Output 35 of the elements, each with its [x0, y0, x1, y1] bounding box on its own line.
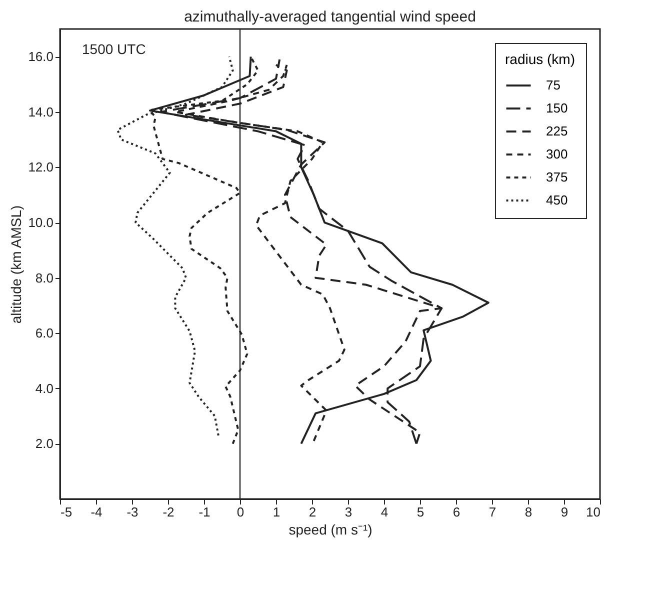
legend-label: 300	[546, 146, 568, 162]
x-tick-label: 1	[272, 504, 280, 520]
x-tick-label: -2	[162, 504, 174, 520]
x-tick-label: -1	[198, 504, 210, 520]
legend-label: 75	[546, 78, 560, 92]
x-tick-label: 3	[344, 504, 352, 520]
legend-title: radius (km)	[505, 51, 576, 67]
x-tick-label: 8	[524, 504, 532, 520]
y-tick-label: 14.0	[28, 104, 54, 120]
x-tick-label: 4	[380, 504, 388, 520]
legend-label: 225	[546, 124, 568, 138]
x-tick-label: 6	[452, 504, 460, 520]
legend-label: 150	[546, 100, 568, 116]
x-axis-title: speed (m s⁻¹)	[288, 522, 372, 538]
x-tick-label: 0	[236, 504, 244, 520]
y-tick-label: 16.0	[28, 49, 54, 64]
y-tick-label: 8.0	[35, 270, 54, 286]
legend-label: 450	[546, 192, 568, 208]
chart-title: azimuthally-averaged tangential wind speed	[184, 8, 476, 26]
x-tick-label: 9	[560, 504, 568, 520]
x-tick-label: -5	[60, 504, 72, 520]
x-tick-label: -3	[126, 504, 138, 520]
x-tick-label: -4	[90, 504, 102, 520]
y-axis-title: altitude (km AMSL)	[8, 205, 24, 324]
y-tick-label: 10.0	[28, 215, 54, 230]
x-tick-label: 10	[586, 504, 600, 520]
x-tick-label: 2	[308, 504, 316, 520]
y-tick-label: 12.0	[28, 160, 54, 175]
x-tick-label: 5	[416, 504, 424, 520]
y-tick-label: 2.0	[35, 436, 54, 452]
y-tick-label: 6.0	[35, 326, 54, 341]
y-tick-label: 4.0	[35, 380, 54, 396]
legend-label: 375	[546, 170, 568, 184]
x-tick-label: 7	[488, 504, 496, 520]
annotation: 1500 UTC	[82, 41, 146, 57]
